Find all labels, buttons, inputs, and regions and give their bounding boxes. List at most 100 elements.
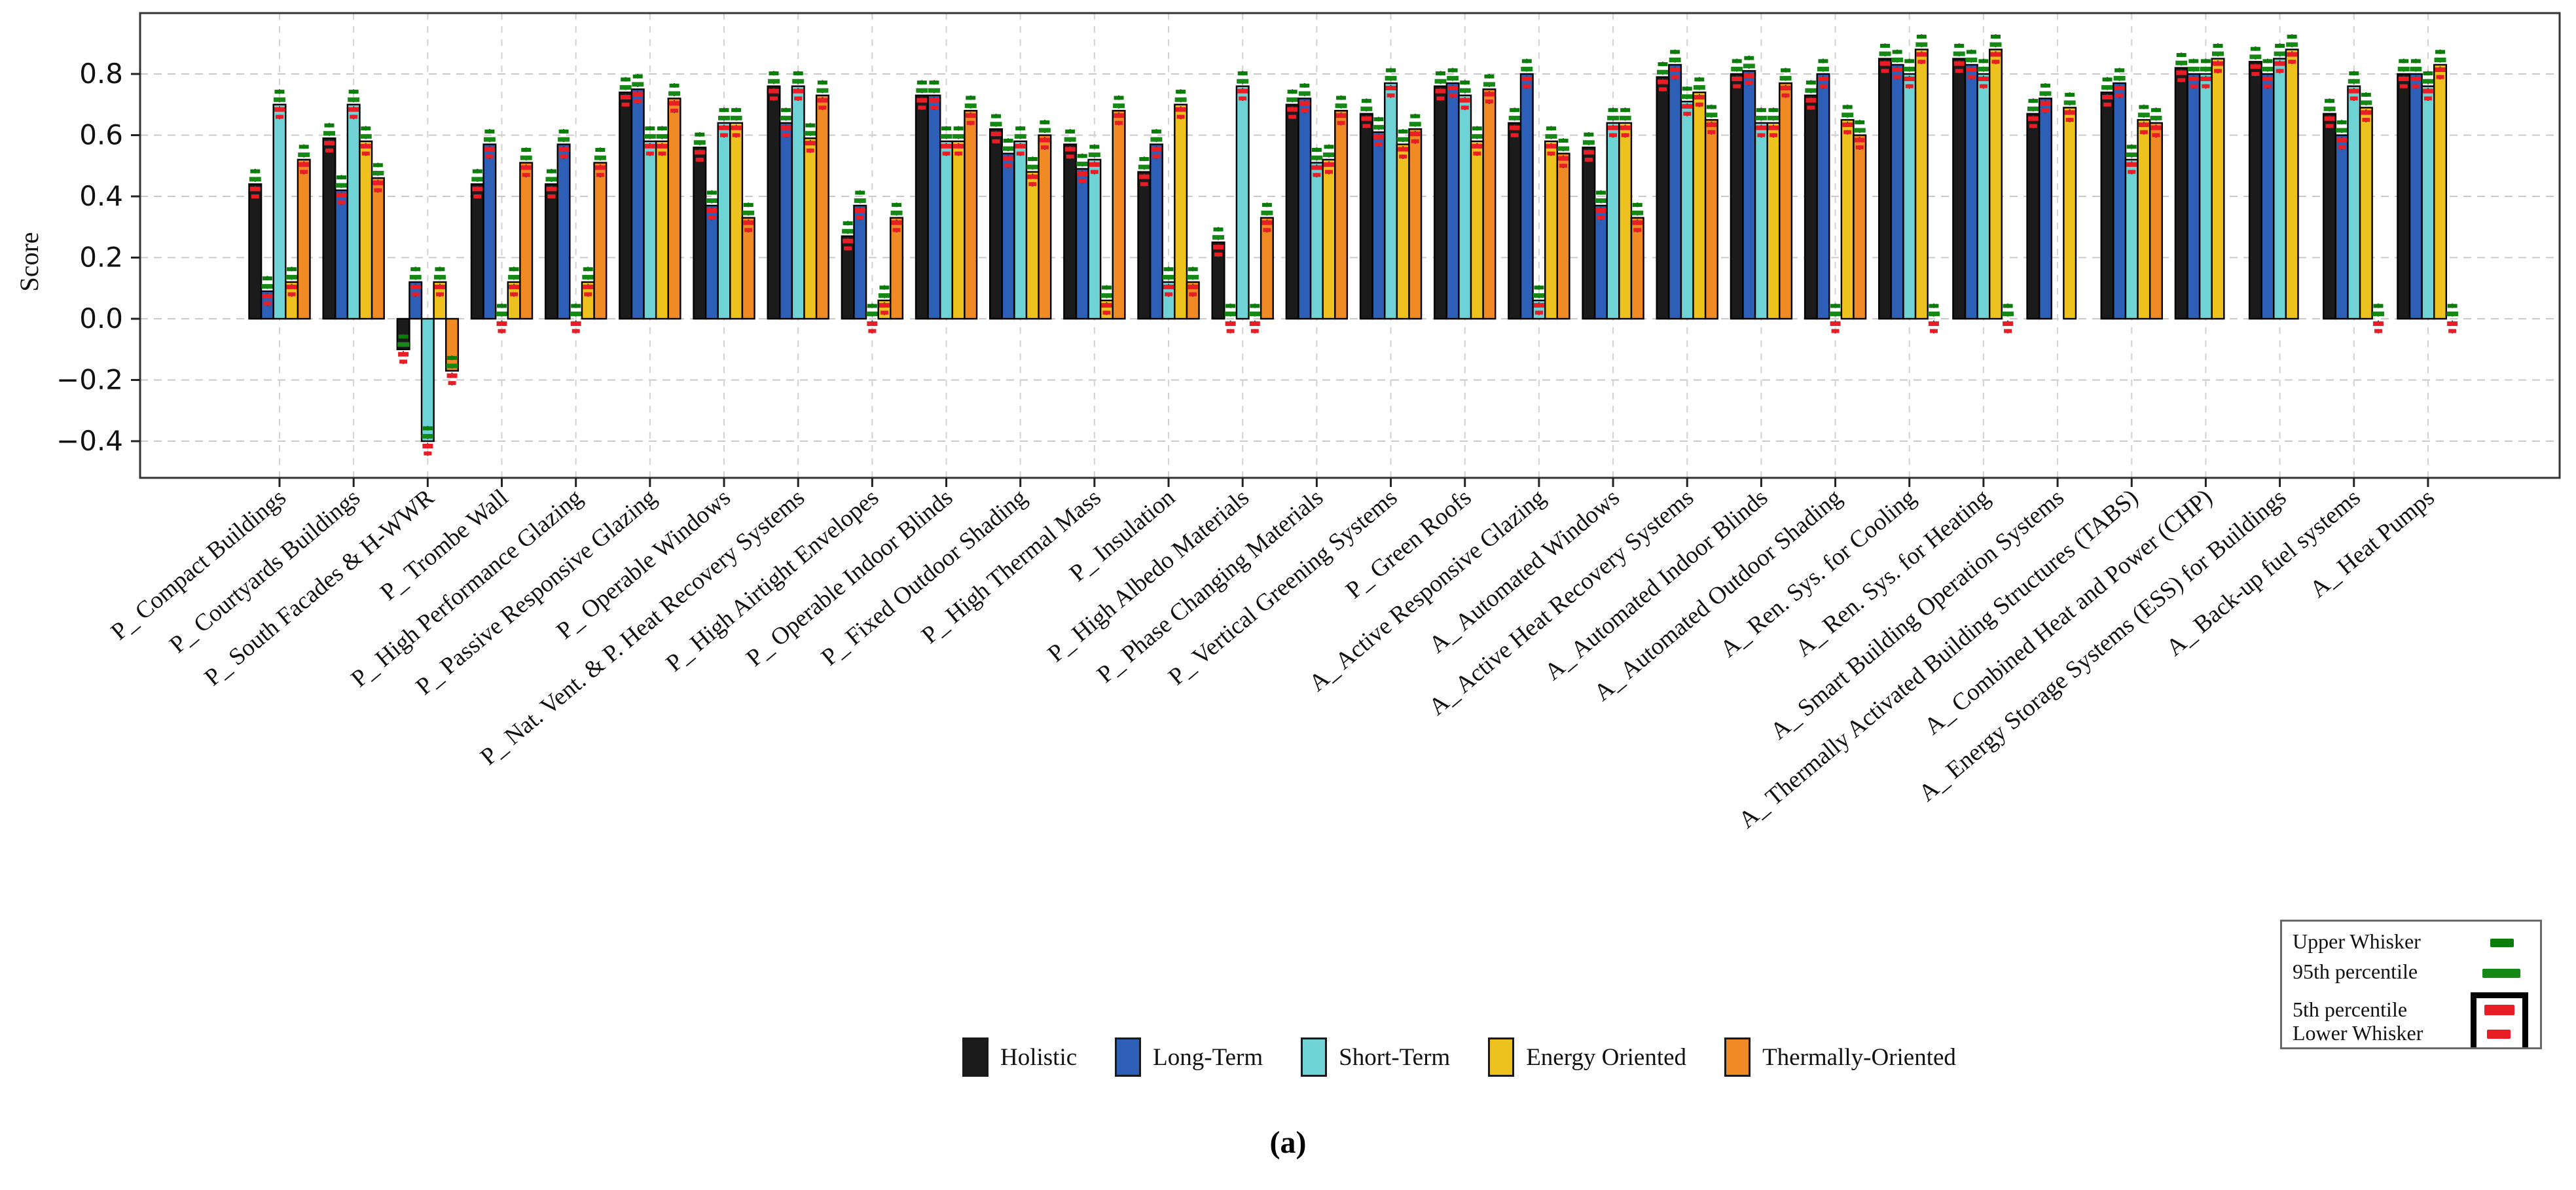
p5-marker [2398, 76, 2409, 81]
p5-marker [2274, 61, 2285, 66]
p95-marker [582, 274, 594, 279]
p5-marker [1261, 220, 1273, 225]
upper-whisker [953, 126, 964, 131]
bar-Energy Oriented [433, 281, 447, 320]
p95-marker [2249, 54, 2262, 60]
p95-marker [1471, 134, 1483, 139]
p95-marker [780, 115, 792, 120]
upper-whisker [2213, 43, 2223, 48]
p95-marker [619, 85, 632, 90]
p5-marker [1780, 86, 1791, 91]
p5-marker [1089, 162, 1100, 167]
lower-whisker [892, 228, 901, 232]
bar-Holistic [1434, 85, 1448, 320]
lower-whisker [1004, 164, 1013, 168]
lower-whisker [1807, 105, 1815, 110]
bar-Long-Term [927, 94, 941, 320]
lower-whisker [818, 105, 827, 110]
p95-marker [2434, 57, 2446, 62]
p5-marker [1361, 116, 1372, 121]
lower-whisker [1855, 145, 1864, 150]
lower-whisker [584, 292, 592, 297]
upper-whisker [2040, 83, 2050, 88]
bar-Short-Term [1458, 94, 1472, 320]
bar-Thermally-Oriented [519, 162, 534, 320]
lower-whisker [2325, 124, 2334, 128]
lower-whisker [325, 148, 333, 153]
p5-marker [731, 125, 742, 130]
p95-marker [372, 170, 384, 175]
bar-Short-Term [272, 103, 287, 320]
p5-marker [422, 443, 433, 448]
upper-whisker [2275, 43, 2285, 48]
legend-swatch-icon [1301, 1037, 1328, 1077]
y-tick-label: −0.4 [56, 425, 123, 457]
bar-Holistic [2174, 67, 2188, 320]
upper-whisker [645, 126, 655, 131]
p95-marker [2002, 312, 2014, 317]
bar-Long-Term [1297, 98, 1312, 320]
upper-whisker [2028, 99, 2039, 103]
legend-label: Energy Oriented [1526, 1043, 1687, 1071]
p95-marker [1533, 293, 1545, 298]
bar-Thermally-Oriented [1853, 134, 1867, 320]
lower-whisker [918, 105, 926, 110]
p95-marker [1669, 57, 1681, 62]
bar-Energy Oriented [1692, 91, 1707, 320]
p95-marker [2150, 115, 2162, 120]
upper-whisker [966, 96, 976, 100]
p95-marker [2039, 91, 2052, 96]
upper-whisker [1250, 304, 1260, 308]
lower-whisker [1967, 75, 1976, 79]
lower-whisker [1831, 329, 1840, 333]
p95-marker [594, 155, 606, 160]
upper-whisker [1929, 304, 1939, 308]
p5-marker [2361, 110, 2372, 115]
lower-whisker [2349, 96, 2358, 101]
legend-swatch-icon [962, 1037, 989, 1077]
p5-marker [336, 192, 347, 198]
p95-marker [2286, 42, 2298, 47]
p5-marker [1015, 143, 1026, 149]
p5-marker [1039, 137, 1050, 143]
upper-whisker [372, 163, 383, 168]
upper-whisker [1237, 71, 1248, 76]
upper-whisker [1151, 129, 1161, 134]
p95-marker [1693, 85, 1705, 90]
upper-whisker [324, 123, 335, 128]
p95-marker [1779, 76, 1792, 81]
bar-Holistic [544, 183, 558, 320]
p5-marker [2213, 61, 2224, 66]
bar-Energy Oriented [2285, 48, 2299, 320]
bar-Holistic [1656, 76, 1670, 320]
bar-Long-Term [853, 204, 867, 320]
lower-whisker [1633, 228, 1642, 232]
bar-Holistic [1285, 103, 1299, 320]
p5-marker [1694, 95, 1705, 100]
upper-whisker [2126, 145, 2137, 149]
p5-marker [965, 113, 976, 118]
bar-Long-Term [1890, 63, 1904, 320]
bar-Thermally-Oriented [1630, 217, 1644, 320]
p5-marker [360, 143, 371, 149]
bar-Long-Term [2113, 82, 2127, 320]
bar-Short-Term [939, 140, 954, 320]
lower-whisker [1102, 310, 1111, 315]
lower-whisker [2436, 75, 2444, 79]
bar-Holistic [1063, 143, 1078, 320]
bar-Energy Oriented [2137, 118, 2151, 320]
p5-marker [1978, 76, 1989, 81]
p5-marker [274, 107, 285, 112]
p95-marker [1014, 134, 1026, 139]
lower-whisker [473, 194, 482, 198]
lower-whisker [1609, 133, 1618, 137]
lower-whisker [2423, 96, 2432, 101]
p95-marker [2348, 79, 2360, 84]
p95-marker [1965, 57, 1978, 62]
upper-whisker [2102, 77, 2113, 82]
upper-whisker [1311, 147, 1322, 152]
upper-whisker [1768, 108, 1779, 113]
p5-marker [2188, 76, 2199, 81]
p5-marker [1151, 147, 1162, 152]
p95-marker [730, 115, 742, 120]
